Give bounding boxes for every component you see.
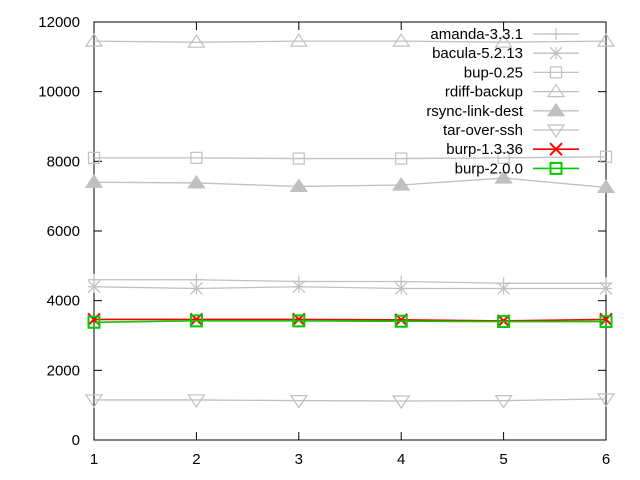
series-line-rdiff-backup [93,40,607,43]
data-point-rdiff-backup-3 [289,33,308,47]
data-point-bup-0.25-6 [599,150,613,163]
y-tick-label: 12000 [38,14,80,31]
data-point-bacula-5.2.13-6 [599,282,613,295]
data-point-tar-over-ssh-6 [596,393,616,407]
y-tick-label: 8000 [47,153,80,170]
series-line-burp-2.0.0 [93,320,606,324]
data-point-bup-0.25-5 [497,151,510,164]
x-tick-label: 2 [192,451,200,468]
data-point-bacula-5.2.13-2 [189,282,203,295]
legend-marker-burp-2.0.0 [549,161,563,175]
data-point-burp-2.0.0-3 [292,314,306,328]
data-point-rdiff-backup-5 [494,34,513,48]
x-tick-label: 1 [90,451,98,468]
legend-marker-burp-1.3.36 [549,142,563,156]
data-point-rsync-link-dest-4 [392,176,411,191]
data-point-tar-over-ssh-3 [289,395,308,409]
y-tick-label: 0 [72,432,80,449]
plot-frame [93,21,607,441]
data-point-rdiff-backup-1 [84,33,104,47]
y-tick-label: 10000 [38,84,80,101]
y-tick-label: 6000 [47,223,80,240]
legend-marker-bacula-5.2.13 [549,46,563,60]
data-point-bacula-5.2.13-3 [292,280,306,294]
legend-label: bup-0.25 [464,64,523,81]
data-point-bup-0.25-2 [190,151,203,164]
data-point-tar-over-ssh-1 [84,394,104,409]
data-point-rdiff-backup-2 [187,34,206,48]
x-tick-label: 3 [295,451,303,468]
x-tick-label: 6 [602,451,610,468]
series-line-bacula-5.2.13 [93,286,606,290]
data-point-rsync-link-dest-2 [187,174,206,189]
data-point-tar-over-ssh-2 [187,394,206,409]
series-line-rsync-link-dest [93,177,607,189]
data-point-bup-0.25-4 [395,152,408,165]
data-point-bup-0.25-3 [292,152,305,165]
data-point-bacula-5.2.13-4 [394,282,408,295]
legend-label: tar-over-ssh [443,122,523,139]
series-line-burp-1.3.36 [94,318,607,322]
data-point-burp-2.0.0-2 [189,314,203,328]
y-tick-label: 2000 [47,362,80,379]
data-point-burp-2.0.0-4 [394,314,408,328]
legend-label: bacula-5.2.13 [432,45,523,62]
series-line-tar-over-ssh [94,398,607,402]
legend-label: amanda-3.3.1 [430,26,523,43]
data-point-bup-0.25-1 [87,151,101,164]
data-point-burp-2.0.0-6 [599,315,613,329]
data-point-burp-2.0.0-5 [497,315,511,329]
legend-marker-rdiff-backup [546,83,566,98]
series-line-bup-0.25 [94,156,607,160]
data-point-tar-over-ssh-5 [494,395,513,409]
data-point-rsync-link-dest-6 [596,179,616,194]
legend-marker-amanda-3.3.1 [550,28,562,40]
legend-label: burp-2.0.0 [455,160,523,177]
data-point-bacula-5.2.13-1 [87,280,101,294]
legend-marker-bup-0.25 [549,66,563,79]
legend-marker-tar-over-ssh [546,124,566,139]
data-point-rsync-link-dest-3 [289,178,308,193]
x-tick-label: 5 [499,451,507,468]
data-point-rsync-link-dest-5 [494,169,513,184]
data-point-burp-1.3.36-1 [87,312,101,327]
x-tick-label: 4 [397,451,405,468]
data-point-rsync-link-dest-1 [84,174,104,188]
legend-label: rdiff-backup [445,84,523,101]
data-point-rdiff-backup-4 [392,33,411,47]
data-point-rdiff-backup-6 [596,33,616,47]
y-tick-label: 4000 [47,293,80,310]
data-point-burp-2.0.0-1 [87,315,101,329]
data-point-tar-over-ssh-4 [392,395,411,410]
legend-label: rsync-link-dest [426,103,524,120]
series-line-amanda-3.3.1 [94,279,606,284]
data-point-bacula-5.2.13-5 [497,282,511,295]
legend-marker-rsync-link-dest [546,102,566,117]
legend-label: burp-1.3.36 [446,141,523,158]
